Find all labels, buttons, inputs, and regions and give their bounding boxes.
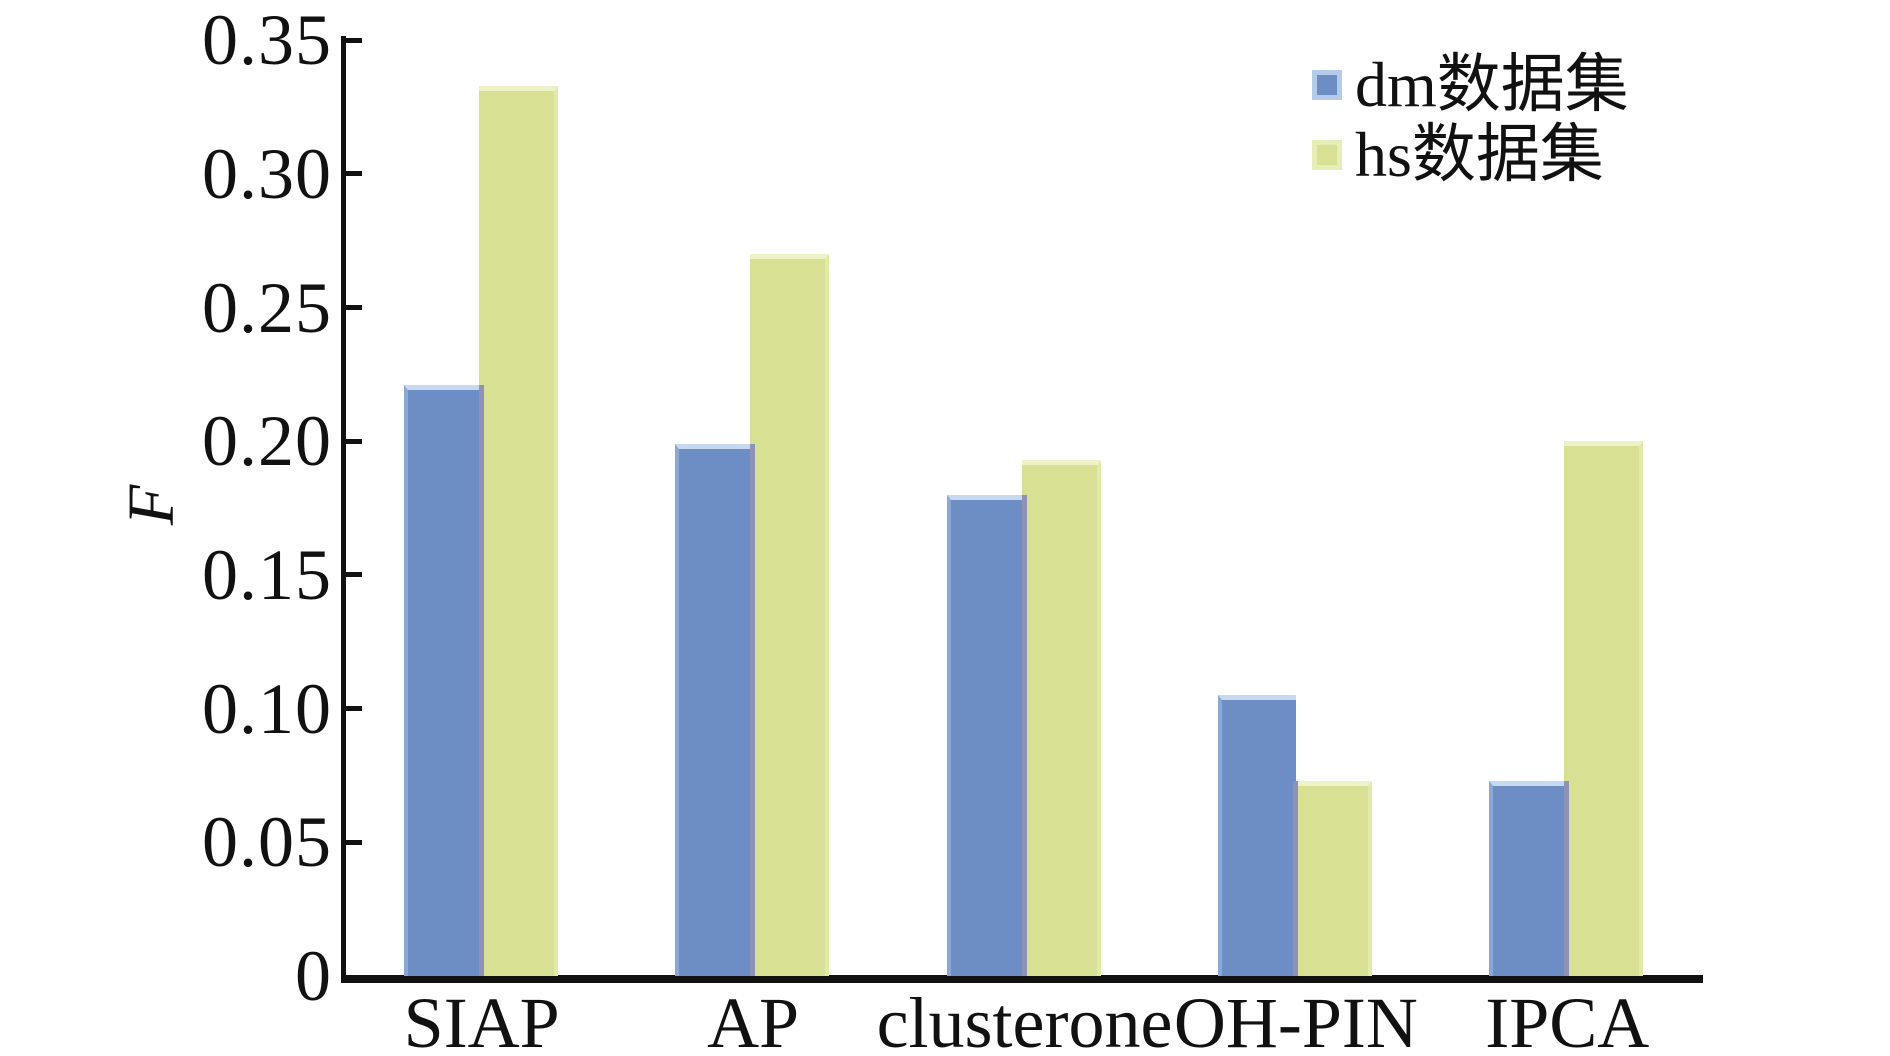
y-tick-label: 0.25 [202,267,332,348]
y-tick-label: 0.05 [202,802,332,883]
y-tick-label: 0.35 [202,0,332,81]
y-tick-label: 0.20 [202,401,332,482]
legend-swatch-hs [1312,140,1342,170]
y-tick-mark [346,305,362,310]
legend-label-dm: dm数据集 [1355,49,1629,120]
legend-label-hs: hs数据集 [1355,119,1604,190]
bar-dm数据集-IPCA [1489,780,1568,976]
bar-overlap-strip [1021,494,1027,976]
y-axis-line [341,36,346,983]
y-tick-label: 0.30 [202,133,332,214]
x-tick-label: clusterone [876,983,1173,1056]
legend: dm数据集 hs数据集 [1312,52,1629,188]
bar-hs数据集-OH-PIN [1292,780,1372,976]
bar-dm数据集-OH-PIN [1217,695,1296,976]
y-tick-label: 0.15 [202,534,332,615]
legend-item-dm: dm数据集 [1312,52,1629,118]
y-tick-mark [346,37,362,43]
y-tick-mark [346,572,362,578]
y-tick-mark [346,438,362,444]
bar-overlap-strip [1564,780,1570,976]
x-tick-label: SIAP [403,983,560,1056]
bar-overlap-strip [750,443,756,976]
x-axis-line [341,975,1703,983]
bar-dm数据集-SIAP [403,385,482,976]
x-tick-label: IPCA [1485,983,1650,1056]
y-tick-mark [346,706,362,712]
y-tick-mark [346,171,362,177]
bar-hs数据集-IPCA [1564,441,1644,976]
y-tick-label: 0.10 [202,668,332,749]
bar-overlap-strip [1292,780,1298,976]
y-tick-mark [346,839,362,845]
x-tick-label: AP [707,983,800,1056]
bar-hs数据集-SIAP [478,85,558,976]
y-tick-label: 0 [295,936,332,1016]
bar-hs数据集-clusterone [1021,459,1101,976]
bar-dm数据集-AP [675,443,754,976]
legend-swatch-dm [1312,70,1342,100]
bar-dm数据集-clusterone [946,494,1025,976]
x-tick-label: OH-PIN [1173,983,1418,1056]
legend-item-hs: hs数据集 [1312,122,1629,188]
bar-hs数据集-AP [750,254,830,976]
bar-overlap-strip [478,385,484,976]
